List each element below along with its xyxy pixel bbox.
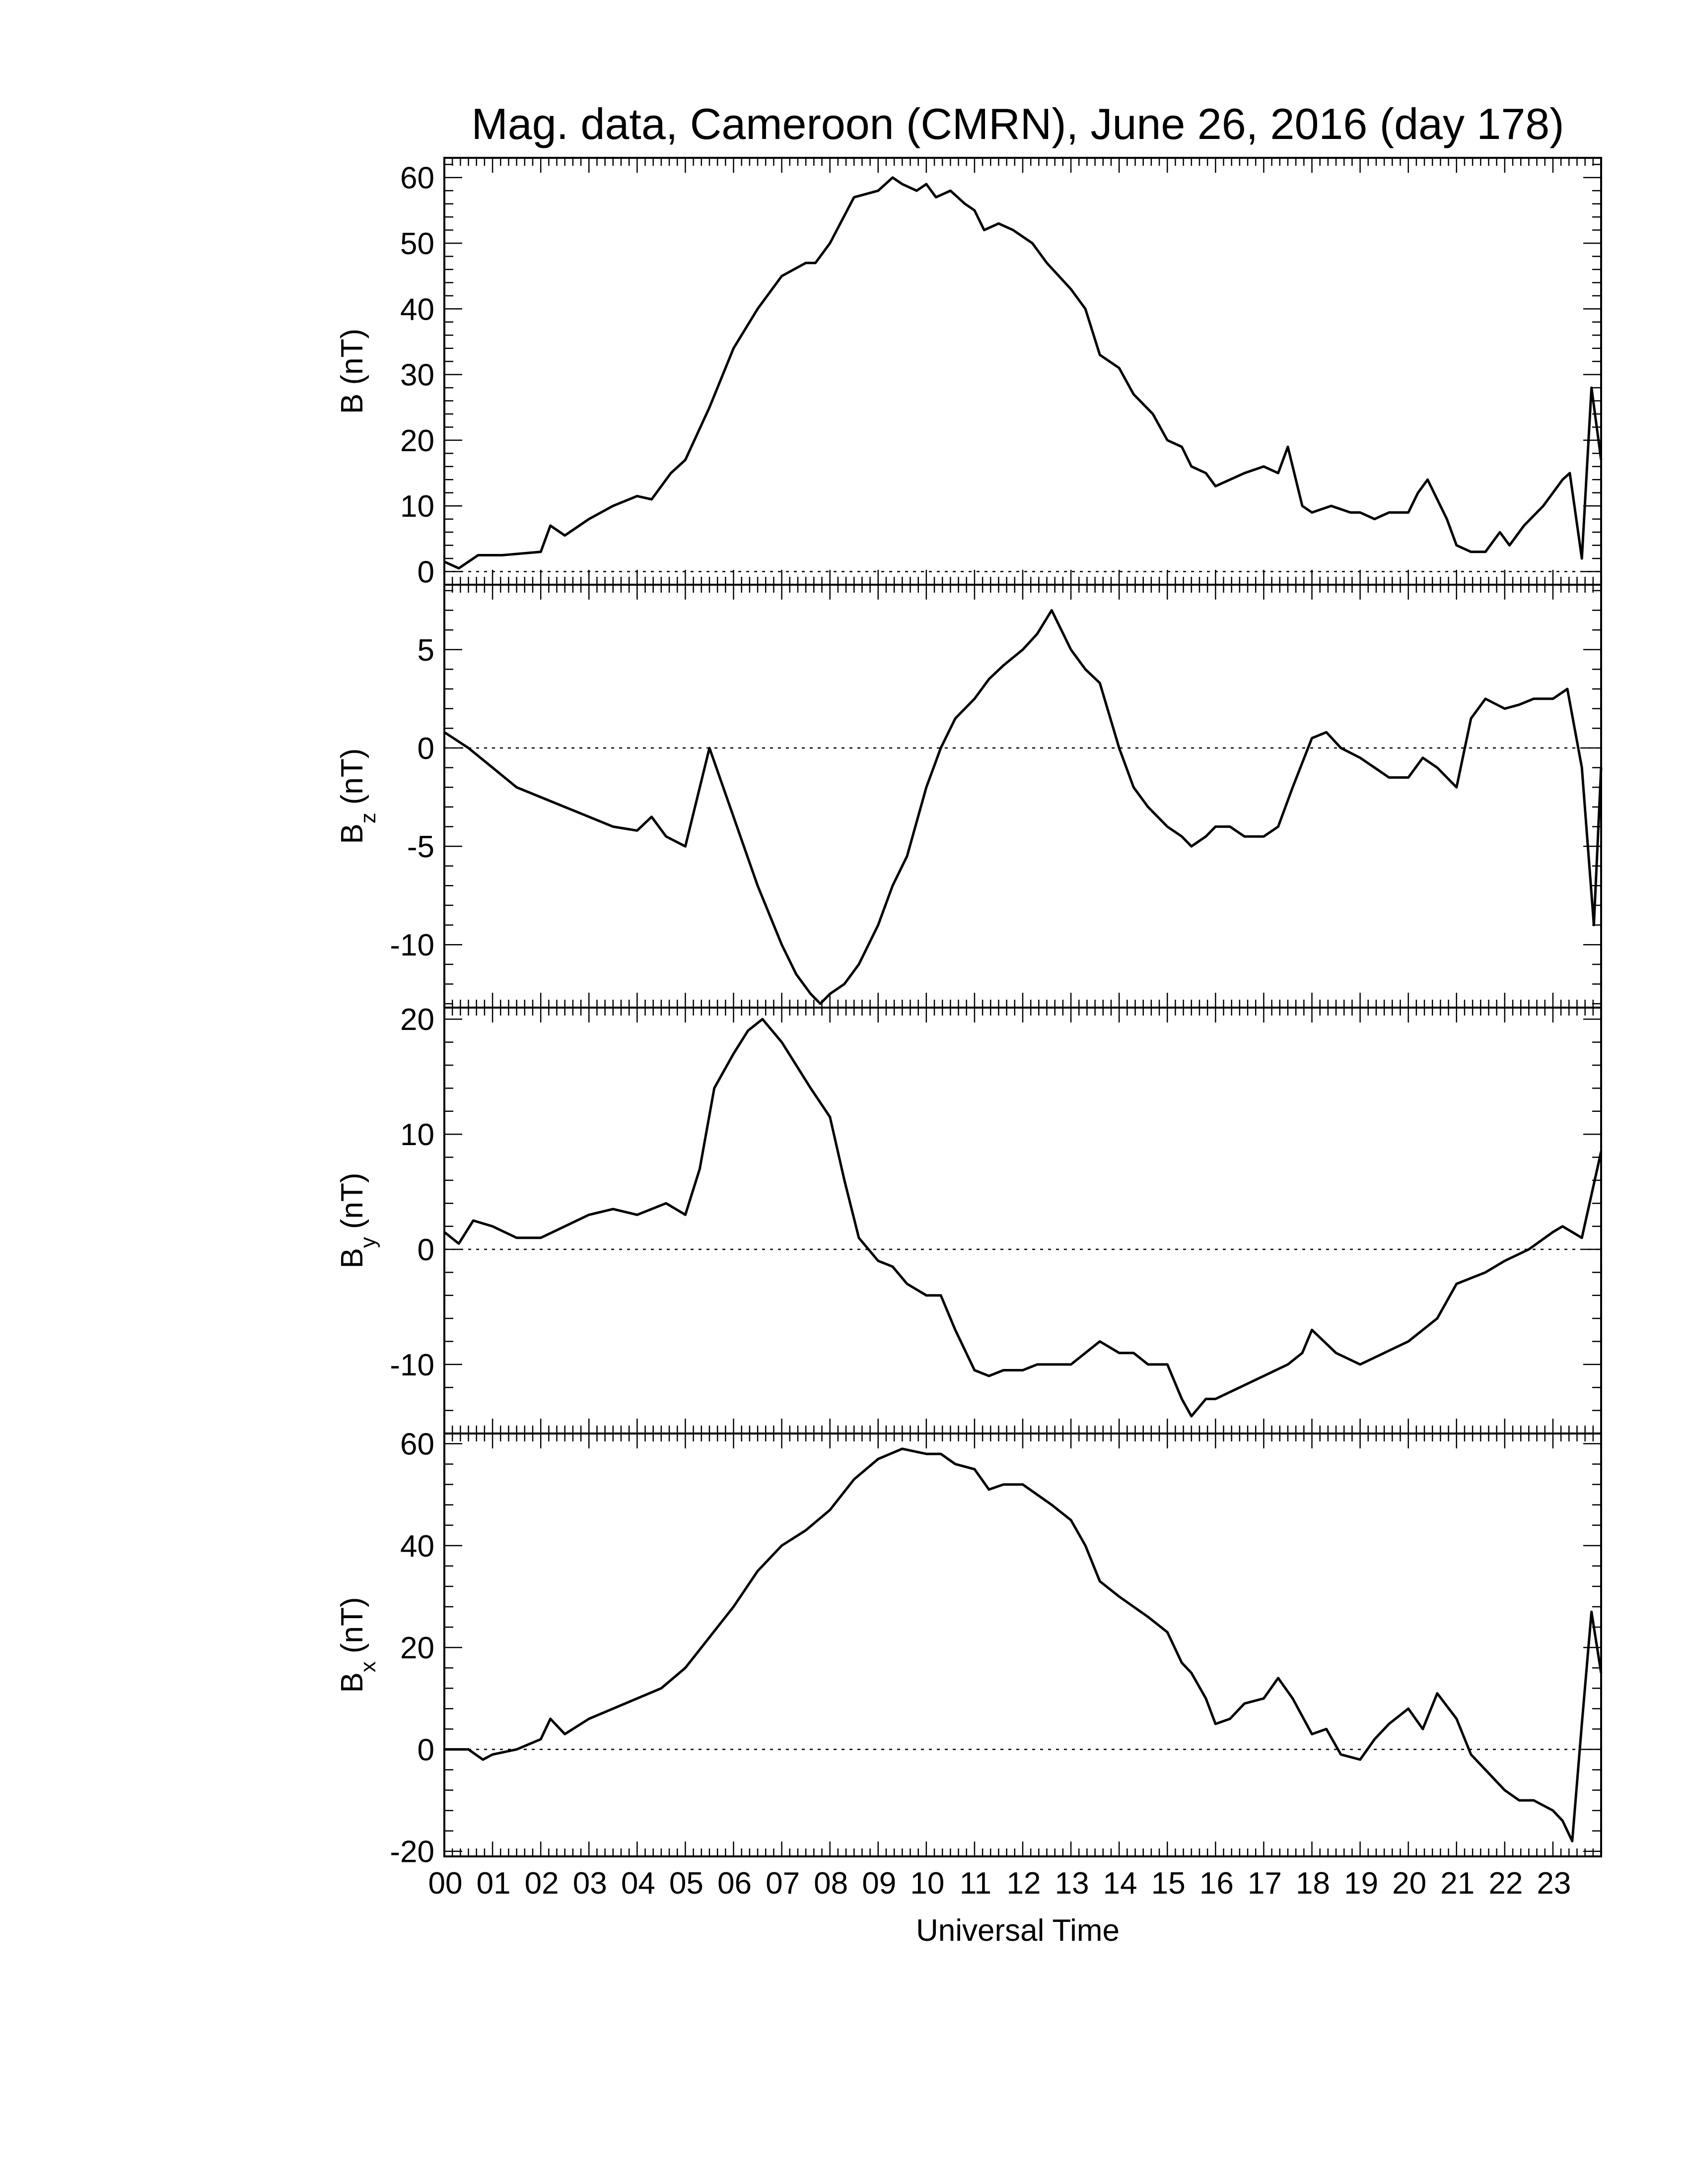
y-axis-label: By(nT) bbox=[335, 1172, 380, 1268]
y-tick-label: 5 bbox=[418, 633, 434, 668]
x-tick-label: 09 bbox=[862, 1866, 896, 1901]
y-tick-label: 20 bbox=[400, 1631, 434, 1665]
y-axis-label: B (nT) bbox=[335, 329, 369, 414]
x-tick-label: 11 bbox=[960, 1866, 991, 1901]
x-tick-label: 14 bbox=[1103, 1866, 1137, 1901]
x-tick-label: 19 bbox=[1344, 1866, 1378, 1901]
series-line-By bbox=[443, 1018, 1603, 1418]
x-tick-label: 12 bbox=[1007, 1866, 1041, 1901]
x-tick-label: 06 bbox=[717, 1866, 752, 1901]
y-tick-label: -10 bbox=[390, 928, 434, 962]
panels-group: 0 10 20 30 40 50 60 B (nT) -10 -5 0 5 Bz(nT) -10 0 10 20… bbox=[335, 157, 1603, 1869]
x-tick-label: 07 bbox=[766, 1866, 800, 1901]
y-tick-label: 50 bbox=[400, 227, 434, 261]
x-tick-label: 00 bbox=[428, 1866, 463, 1901]
y-tick-label: 40 bbox=[400, 1529, 434, 1564]
panel-Bz: -10 -5 0 5 Bz(nT) bbox=[335, 584, 1603, 1009]
x-tick-labels: 00 01 02 03 04 05 06 07 08 09 10 11 12 13 14 15 16 17 18 19… bbox=[428, 1866, 1571, 1901]
y-tick-label: 40 bbox=[400, 292, 434, 327]
x-tick-label: 23 bbox=[1537, 1866, 1571, 1901]
x-tick-label: 18 bbox=[1296, 1866, 1330, 1901]
x-tick-label: 03 bbox=[573, 1866, 607, 1901]
y-tick-label: 20 bbox=[400, 1003, 434, 1037]
x-axis-label: Universal Time bbox=[916, 1913, 1120, 1948]
y-tick-label: 60 bbox=[400, 161, 434, 196]
series-line-B bbox=[443, 176, 1603, 570]
x-tick-label: 10 bbox=[910, 1866, 944, 1901]
x-tick-label: 16 bbox=[1199, 1866, 1234, 1901]
x-tick-label: 20 bbox=[1392, 1866, 1426, 1901]
series-line-Bz bbox=[443, 609, 1603, 1005]
y-tick-label: 0 bbox=[418, 555, 434, 590]
panel-frame bbox=[443, 1433, 1602, 1857]
panel-frame bbox=[443, 157, 1602, 586]
panel-B: 0 10 20 30 40 50 60 B (nT) bbox=[335, 157, 1603, 590]
y-tick-label: -10 bbox=[390, 1348, 434, 1382]
x-tick-label: 08 bbox=[814, 1866, 848, 1901]
y-tick-label: 0 bbox=[418, 1733, 434, 1767]
x-tick-label: 04 bbox=[621, 1866, 655, 1901]
x-tick-label: 01 bbox=[477, 1866, 511, 1901]
y-tick-label: 30 bbox=[400, 358, 434, 393]
y-axis-label: Bz(nT) bbox=[335, 748, 380, 844]
figure-title: Mag. data, Cameroon (CMRN), June 26, 201… bbox=[471, 99, 1564, 148]
y-tick-label: 60 bbox=[400, 1428, 434, 1462]
y-tick-label: -5 bbox=[407, 830, 434, 864]
x-tick-label: 13 bbox=[1055, 1866, 1089, 1901]
x-tick-label: 02 bbox=[525, 1866, 559, 1901]
x-tick-label: 22 bbox=[1488, 1866, 1523, 1901]
panel-Bx: -20 0 20 40 60 Bx(nT) bbox=[335, 1428, 1603, 1869]
x-tick-label: 17 bbox=[1248, 1866, 1282, 1901]
y-tick-label: 0 bbox=[418, 732, 434, 766]
y-tick-label: 10 bbox=[400, 1118, 434, 1152]
y-tick-label: 0 bbox=[418, 1233, 434, 1267]
x-tick-label: 21 bbox=[1440, 1866, 1475, 1901]
x-tick-label: 05 bbox=[669, 1866, 703, 1901]
panel-By: -10 0 10 20 By(nT) bbox=[335, 1003, 1603, 1434]
series-line-Bx bbox=[444, 1447, 1603, 1843]
y-tick-label: 20 bbox=[400, 424, 434, 458]
y-tick-label: -20 bbox=[390, 1835, 434, 1869]
x-tick-label: 15 bbox=[1151, 1866, 1186, 1901]
y-tick-label: 10 bbox=[400, 489, 434, 524]
y-axis-label: Bx(nT) bbox=[335, 1597, 380, 1693]
